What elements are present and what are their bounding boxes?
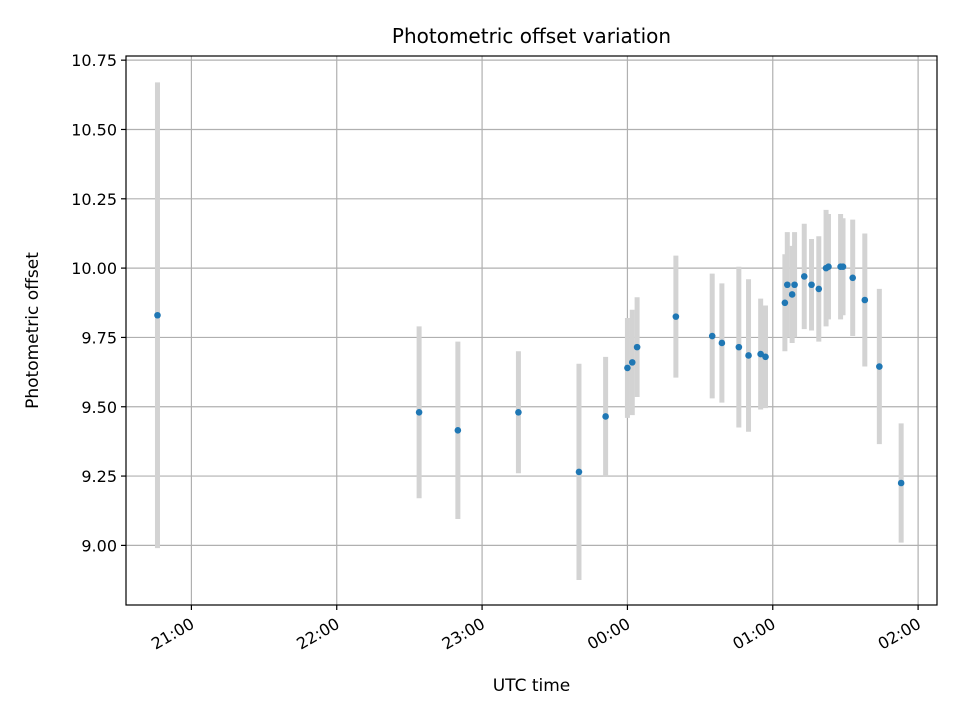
data-point-21: [808, 281, 815, 289]
y-tick-label: 10.75: [71, 51, 117, 70]
y-tick-label: 10.25: [71, 190, 117, 209]
data-point-3: [515, 408, 522, 416]
data-point-12: [735, 343, 743, 351]
y-axis-label: Photometric offset: [23, 252, 43, 409]
data-point-8: [633, 343, 641, 351]
data-point-26: [839, 263, 847, 271]
data-point-27: [849, 274, 857, 282]
y-tick-label: 9.75: [81, 328, 117, 347]
data-point-19: [791, 281, 798, 289]
y-axis: 9.00 9.25 9.50 9.75 10.00 10.25 10.50 10.75: [71, 51, 126, 555]
data-point-18: [788, 291, 796, 298]
data-point-0: [154, 311, 161, 319]
data-point-14: [757, 350, 764, 358]
x-axis-label: UTC time: [493, 676, 571, 696]
data-point-5: [602, 413, 609, 420]
chart-title: Photometric offset variation: [392, 24, 671, 48]
y-tick-label: 9.00: [81, 536, 117, 555]
data-point-10: [708, 332, 716, 340]
data-point-15: [762, 353, 769, 361]
y-tick-label: 10.50: [71, 120, 117, 139]
data-point-7: [628, 359, 636, 366]
y-tick-label: 9.25: [81, 467, 117, 486]
data-point-9: [672, 313, 680, 320]
data-point-20: [800, 273, 808, 280]
data-point-22: [815, 285, 823, 293]
data-point-13: [745, 352, 752, 359]
grid: [126, 56, 937, 605]
data-points: [154, 263, 905, 487]
data-point-28: [861, 296, 869, 304]
data-point-29: [876, 363, 883, 370]
data-point-6: [624, 364, 631, 372]
data-point-11: [718, 339, 726, 347]
data-point-24: [825, 263, 832, 271]
y-tick-label: 10.00: [71, 259, 117, 278]
y-tick-label: 9.50: [81, 398, 117, 417]
data-point-30: [897, 479, 905, 487]
plot-frame: [125, 55, 938, 606]
data-point-1: [415, 408, 423, 416]
data-point-2: [454, 427, 462, 434]
data-point-4: [575, 468, 583, 476]
data-point-16: [781, 299, 789, 307]
data-point-17: [783, 281, 791, 289]
